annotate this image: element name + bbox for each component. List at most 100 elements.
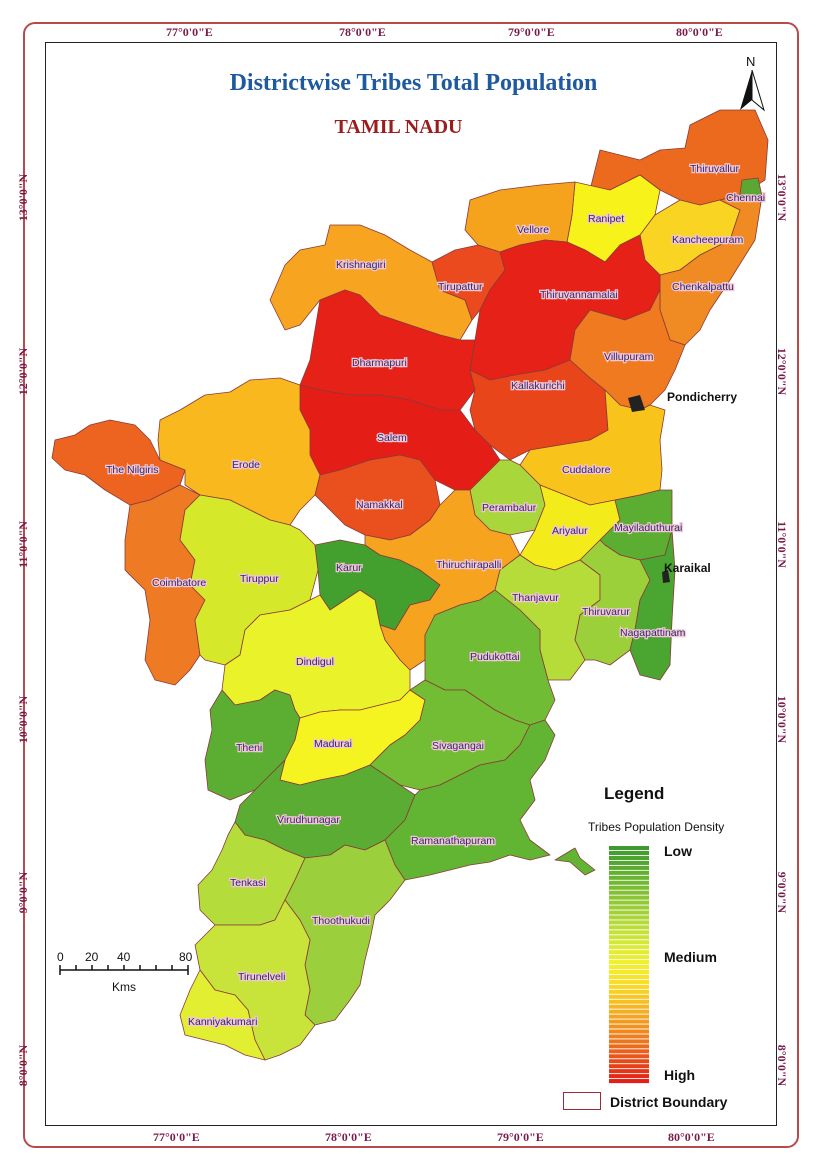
legend-ramp-stripe [609, 989, 649, 994]
legend-ramp-stripe [609, 1074, 649, 1079]
legend-ramp-stripe [609, 895, 649, 900]
label-thiruvarur: Thiruvarur [582, 606, 630, 618]
label-thiruchirapalli: Thiruchirapalli [436, 559, 501, 571]
legend-ramp-stripe [609, 1079, 649, 1084]
legend-title: Legend [604, 784, 665, 803]
legend-ramp-stripe [609, 905, 649, 910]
district-ramanathapuram-island [554, 847, 596, 876]
label-namakkal: Namakkal [356, 499, 403, 511]
label-dharmapuri: Dharmapuri [352, 357, 407, 369]
label-villupuram: Villupuram [604, 351, 654, 363]
label-thoothukudi: Thoothukudi [312, 915, 370, 927]
legend-ramp-stripe [609, 846, 649, 851]
legend-ramp-stripe [609, 960, 649, 965]
legend-ramp-stripe [609, 955, 649, 960]
legend-medium-label: Medium [664, 949, 717, 965]
legend-ramp-stripe [609, 994, 649, 999]
legend-ramp-stripe [609, 974, 649, 979]
label-kallakurichi: Kallakurichi [511, 380, 565, 392]
district-ramanathapuram [384, 719, 556, 881]
legend-ramp-stripe [609, 1019, 649, 1024]
scale-unit: Kms [112, 980, 136, 994]
district-kanniyakumari [179, 969, 266, 1061]
label-madurai: Madurai [314, 738, 352, 750]
scale-tick-20: 20 [85, 950, 99, 964]
label-coimbatore: Coimbatore [152, 577, 206, 589]
pondicherry-area [628, 395, 645, 412]
legend-ramp-stripe [609, 890, 649, 895]
label-thiruvannamalai: Thiruvannamalai [540, 289, 618, 301]
legend-ramp-stripe [609, 1024, 649, 1029]
label-kanniyakumari: Kanniyakumari [188, 1016, 257, 1028]
district-nagapattinam [629, 529, 676, 681]
label-chenkalpattu: Chenkalpattu [672, 281, 734, 293]
scale-tick-0: 0 [57, 950, 64, 964]
legend-ramp-stripe [609, 1034, 649, 1039]
karaikal-area [662, 570, 670, 583]
label-pudukottai: Pudukottai [470, 651, 520, 663]
label-thiruvallur: Thiruvallur [690, 163, 740, 175]
label-kancheepuram: Kancheepuram [672, 234, 743, 246]
label-ranipet: Ranipet [588, 213, 624, 225]
label-ramanathapuram: Ramanathapuram [411, 835, 495, 847]
north-arrow-icon: N [740, 54, 765, 112]
label-nagapattinam: Nagapattinam [620, 627, 686, 639]
label-mayiladuthurai: Mayiladuthurai [614, 522, 682, 534]
legend-ramp-stripe [609, 950, 649, 955]
label-tiruppur: Tiruppur [240, 573, 279, 585]
legend-ramp-stripe [609, 855, 649, 860]
map-frame [45, 42, 777, 1126]
top-lon-79: 79°0'0"E [508, 25, 555, 39]
legend-ramp-stripe [609, 1004, 649, 1009]
label-salem: Salem [377, 432, 407, 444]
label-pondicherry: Pondicherry [667, 390, 737, 404]
legend-ramp-stripe [609, 1054, 649, 1059]
label-theni: Theni [236, 742, 262, 754]
legend-ramp-stripe [609, 915, 649, 920]
scale-tick-80: 80 [179, 950, 193, 964]
north-arrow-label: N [746, 54, 755, 69]
legend-ramp-stripe [609, 935, 649, 940]
label-karur: Karur [336, 562, 362, 574]
legend-ramp-stripe [609, 984, 649, 989]
map-outer-border [23, 22, 799, 1148]
top-lon-80: 80°0'0"E [676, 25, 723, 39]
bottom-lon-77: 77°0'0"E [153, 1130, 200, 1144]
label-tenkasi: Tenkasi [230, 877, 266, 889]
legend-ramp-stripe [609, 965, 649, 970]
legend-ramp-stripe [609, 885, 649, 890]
legend-ramp-stripe [609, 1009, 649, 1014]
legend-ramp-stripe [609, 1014, 649, 1019]
legend-low-label: Low [664, 843, 692, 859]
legend-ramp-stripe [609, 1064, 649, 1069]
legend-ramp-stripe [609, 1044, 649, 1049]
district-the-nilgiris [51, 419, 186, 506]
legend-ramp-stripe [609, 1049, 649, 1054]
top-lon-77: 77°0'0"E [166, 25, 213, 39]
legend-ramp-stripe [609, 870, 649, 875]
label-the-nilgiris: The Nilgiris [106, 464, 159, 476]
label-erode: Erode [232, 459, 260, 471]
label-thanjavur: Thanjavur [512, 592, 559, 604]
legend-ramp-stripe [609, 850, 649, 856]
legend-ramp-stripe [609, 969, 649, 975]
district-boundary-label: District Boundary [610, 1094, 728, 1110]
legend-ramp-stripe [609, 1069, 649, 1074]
legend-ramp-stripe [609, 900, 649, 905]
legend-ramp-stripe [609, 999, 649, 1004]
label-tirupattur: Tirupattur [438, 281, 483, 293]
legend-ramp-stripe [609, 875, 649, 880]
map-title: Districtwise Tribes Total Population [229, 70, 598, 96]
map-subtitle: TAMIL NADU [334, 116, 463, 138]
label-karaikal: Karaikal [664, 561, 711, 575]
label-vellore: Vellore [517, 224, 549, 236]
bottom-lon-80: 80°0'0"E [668, 1130, 715, 1144]
legend-ramp-stripe [609, 1039, 649, 1044]
legend-ramp-stripe [609, 925, 649, 930]
legend-ramp-stripe [609, 880, 649, 885]
legend-high-label: High [664, 1067, 696, 1083]
label-perambalur: Perambalur [482, 502, 537, 514]
label-krishnagiri: Krishnagiri [336, 259, 386, 271]
legend-ramp-stripe [609, 930, 649, 935]
